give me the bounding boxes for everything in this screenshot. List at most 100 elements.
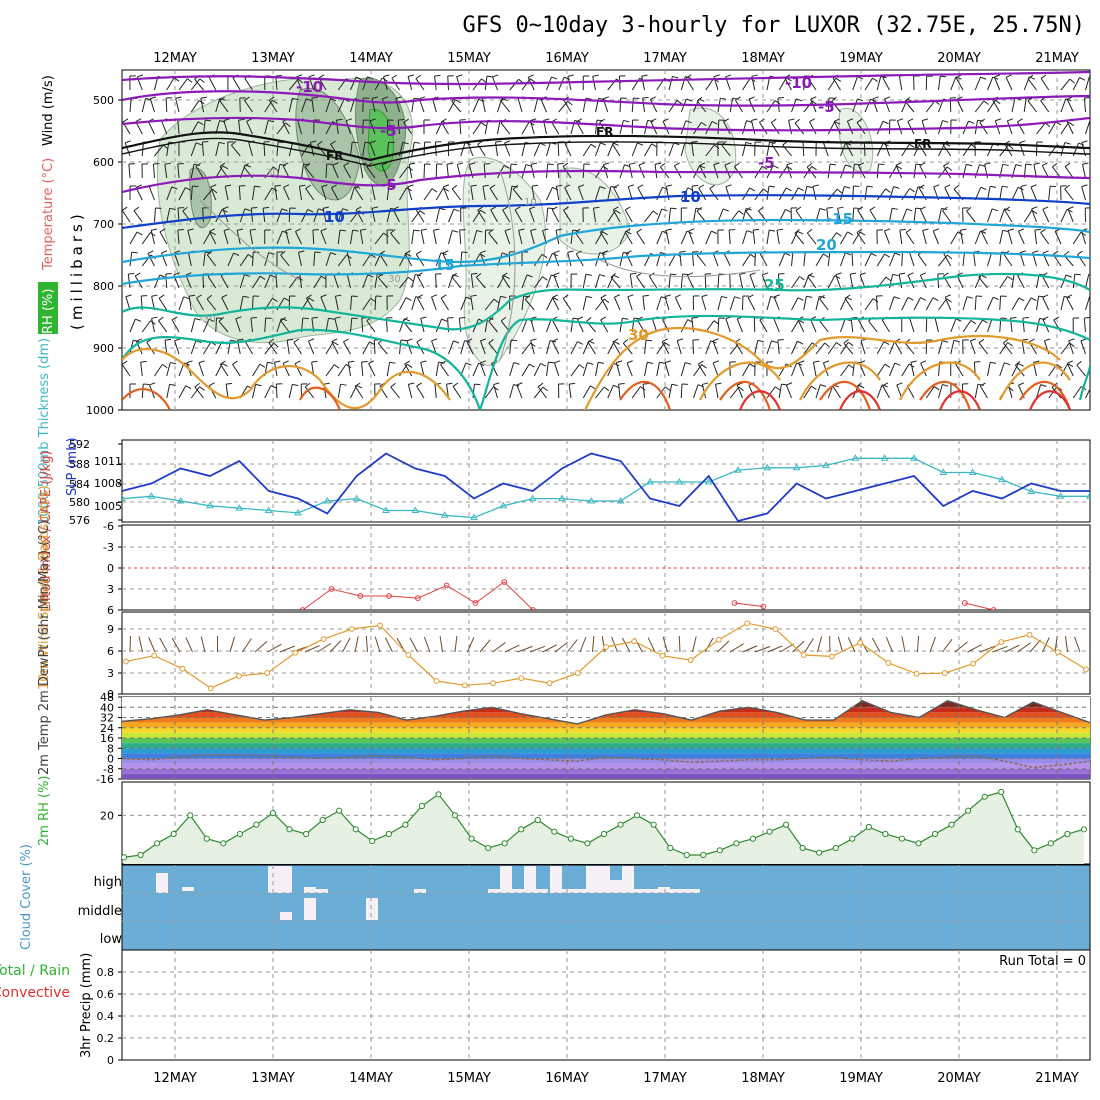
- wind-barb: [392, 209, 400, 223]
- wind-barb-flag: [788, 118, 795, 121]
- wind-barb: [629, 274, 633, 289]
- wind-barb: [451, 188, 462, 201]
- wind-barb: [294, 231, 302, 245]
- wind-barb-flag: [465, 362, 472, 366]
- wind-barb-flag: [761, 165, 768, 170]
- contour-label: -10: [296, 78, 323, 96]
- wind-barb: [264, 274, 271, 289]
- wind-barb: [488, 320, 498, 333]
- wind-barb-flag: [774, 386, 781, 391]
- wind-barb-flag: [205, 119, 212, 122]
- wind-barb: [642, 296, 645, 311]
- wind-barb-flag: [785, 208, 791, 213]
- wind-barb: [884, 230, 890, 245]
- wind-barb: [129, 252, 133, 267]
- wind-barb: [362, 142, 366, 157]
- wind-barb-flag: [162, 363, 168, 369]
- wind-barb-flag: [995, 118, 1002, 122]
- wind-barb-flag: [745, 141, 752, 145]
- rh-point: [1014, 826, 1021, 833]
- surface-wind-barb: [767, 645, 783, 653]
- wind-barb: [1072, 77, 1080, 91]
- contour-label: 30: [388, 274, 401, 285]
- wind-barb: [969, 340, 976, 355]
- wind-barb: [894, 341, 903, 355]
- cloud-panel: high middle low Cloud Cover (%): [19, 844, 1091, 951]
- y-tick: 40: [100, 701, 114, 714]
- wind-barb-flag: [701, 121, 707, 127]
- wind-barb-flag: [682, 273, 689, 276]
- wind-barb: [244, 341, 253, 355]
- rh-point: [451, 812, 459, 819]
- wind-barb-flag: [408, 382, 415, 385]
- wind-barb-flag: [417, 272, 423, 277]
- wind-barb: [661, 341, 670, 355]
- y-tick: 20: [100, 809, 114, 822]
- wind-barb-flag: [628, 184, 635, 188]
- wind-barb-flag: [894, 362, 901, 366]
- wind-barb: [209, 231, 217, 245]
- wind-barb: [1068, 340, 1074, 355]
- wind-barb-flag: [655, 162, 662, 165]
- wind-barb: [502, 209, 511, 223]
- wind-barb-flag: [810, 96, 817, 100]
- wind-barb: [656, 230, 663, 245]
- y-tick: 0.4: [97, 1010, 115, 1023]
- wind-barb: [521, 121, 530, 135]
- wind-barb-flag: [600, 316, 607, 321]
- wind-barb: [501, 275, 511, 289]
- wind-barb-flag: [1067, 363, 1074, 367]
- wind-barb-flag: [441, 318, 448, 322]
- wind-barb-flag: [135, 318, 142, 322]
- temp-band: [122, 768, 1090, 774]
- wind-barb-flag: [920, 360, 927, 364]
- wind-barb-flag: [382, 96, 389, 100]
- wind-barb: [1085, 387, 1090, 399]
- wind-speed-point: [631, 638, 638, 645]
- wind-barb-flag: [283, 184, 290, 188]
- wind-barb: [320, 230, 327, 245]
- wind-barb-flag: [676, 100, 683, 105]
- thickness-point: [206, 501, 214, 509]
- wind-barb-flag: [884, 253, 890, 258]
- wind-barb: [1081, 164, 1086, 179]
- temp-band: [122, 717, 1090, 723]
- wind-barb-flag: [480, 122, 487, 127]
- wind-barb: [345, 120, 351, 135]
- wind-barb: [262, 208, 266, 223]
- wind-barb: [311, 98, 315, 113]
- wind-barb: [434, 384, 437, 399]
- wind-barb: [925, 317, 928, 333]
- wind-barb-flag: [1031, 206, 1038, 210]
- wind-barb-flag: [630, 272, 637, 275]
- wind-barb-flag: [897, 118, 904, 122]
- wind-barb-flag: [701, 364, 707, 369]
- wind-barb: [1023, 210, 1033, 223]
- wind-barb-flag: [128, 272, 135, 275]
- y-tick: 0: [107, 688, 114, 701]
- y-tick: 0: [107, 753, 114, 766]
- wind-barb-flag: [722, 208, 729, 212]
- y-tick: -16: [96, 773, 114, 786]
- wind-barb-flag: [456, 74, 463, 78]
- wind-barb-flag: [1042, 206, 1049, 210]
- wind-barb: [530, 230, 535, 245]
- contour-label: 10: [680, 188, 701, 206]
- wind-barb: [641, 76, 645, 91]
- y-tick: 3: [107, 667, 114, 680]
- wind-barb-flag: [659, 361, 666, 364]
- wind-barb: [595, 186, 601, 201]
- wind-barb: [252, 275, 261, 289]
- wind-barb-flag: [244, 208, 251, 212]
- wind-barb-flag: [1040, 74, 1047, 79]
- wind-barb: [1014, 364, 1025, 377]
- wind-barb: [577, 186, 584, 201]
- wind-barb: [803, 252, 806, 267]
- wind-barb-flag: [577, 316, 584, 320]
- thickness-point: [528, 494, 537, 502]
- wind-barb: [1085, 296, 1090, 311]
- wind-barb: [759, 319, 768, 333]
- wind-barb-flag: [895, 162, 902, 166]
- wind-barb: [203, 188, 213, 201]
- wind-barb: [423, 188, 433, 201]
